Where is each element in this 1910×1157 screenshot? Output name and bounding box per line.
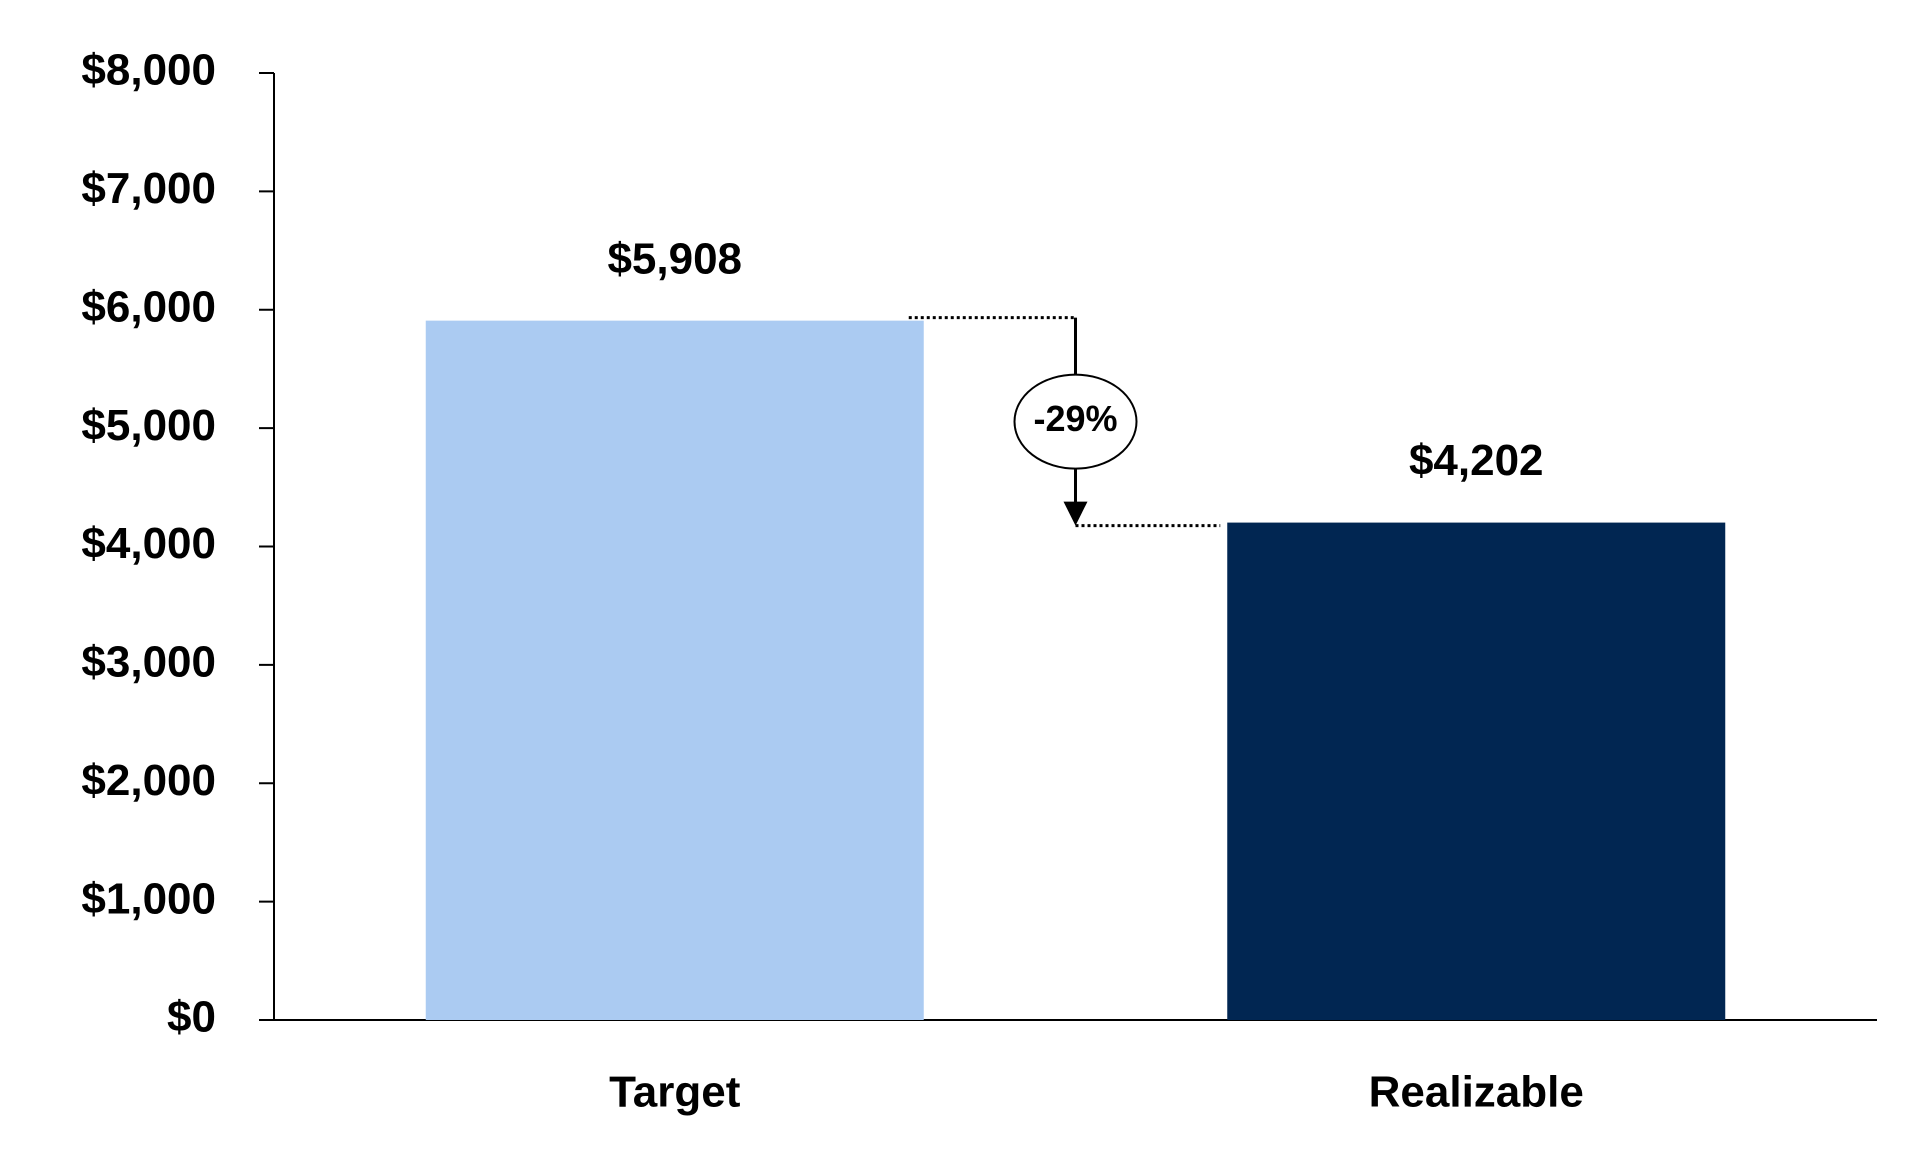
y-tick-label: $7,000 [81,164,216,213]
bar [1227,522,1726,1020]
value-label: $4,202 [1409,436,1544,485]
y-tick-label: $3,000 [81,638,216,687]
value-label: $5,908 [607,234,742,283]
arrowhead [1063,501,1088,526]
y-tick-label: $1,000 [81,874,216,923]
y-tick-label: $6,000 [81,282,216,331]
annotation: -29% [1033,398,1117,439]
y-tick-label: $0 [167,993,216,1042]
y-tick-label: $8,000 [81,46,216,95]
bar [425,320,924,1020]
x-tick-label: Target [609,1068,741,1117]
y-tick-label: $5,000 [81,401,216,450]
x-tick-label: Realizable [1369,1068,1584,1117]
annotation-bubble [1013,373,1138,470]
y-tick-label: $2,000 [81,756,216,805]
y-tick-label: $4,000 [81,519,216,568]
